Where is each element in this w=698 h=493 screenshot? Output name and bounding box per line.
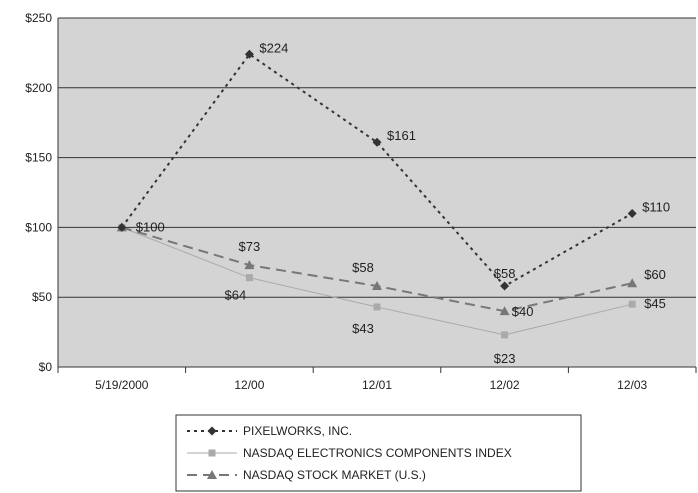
data-label: $100	[136, 219, 165, 234]
legend-label: NASDAQ ELECTRONICS COMPONENTS INDEX	[243, 446, 512, 460]
y-tick-label: $100	[25, 220, 52, 234]
data-label: $23	[494, 351, 516, 366]
plot-area	[58, 18, 696, 367]
series-markers	[116, 49, 638, 339]
data-label: $58	[494, 266, 516, 281]
y-tick-label: $200	[25, 81, 52, 95]
y-tick-label: $0	[39, 360, 53, 374]
data-label: $73	[239, 239, 261, 254]
x-tick-label: 12/03	[617, 378, 647, 392]
y-tick-label: $250	[25, 11, 52, 25]
legend-box	[175, 414, 582, 492]
legend-swatch-marker	[207, 426, 217, 436]
x-tick-label: 12/01	[362, 378, 392, 392]
series-line-pixelworks-inc	[120, 52, 633, 288]
x-axis-ticks: 5/19/2000 12/00 12/01 12/02 12/03	[57, 367, 697, 392]
x-tick-label: 12/02	[490, 378, 520, 392]
y-tick-label: $50	[32, 290, 52, 304]
data-point-marker	[245, 274, 253, 282]
data-label: $224	[259, 40, 288, 55]
x-tick-label: 12/00	[234, 378, 264, 392]
legend: PIXELWORKS, INC. NASDAQ ELECTRONICS COMPO…	[175, 414, 582, 492]
data-point-marker	[628, 300, 636, 308]
data-labels: $64 $43 $23 $45 $73 $58 $40 $60 $100 $224 $161 $58 $…	[136, 40, 670, 366]
data-point-marker	[627, 208, 637, 218]
data-label: $43	[352, 321, 374, 336]
data-point-marker	[244, 260, 255, 270]
data-point-marker	[500, 281, 510, 291]
data-point-marker	[373, 303, 381, 311]
data-label: $64	[225, 288, 247, 303]
y-tick-label: $150	[25, 151, 52, 165]
gridlines	[57, 17, 696, 368]
data-label: $161	[387, 128, 416, 143]
data-point-marker	[499, 306, 510, 316]
data-point-marker	[501, 331, 509, 339]
y-axis-ticks: $0 $50 $100 $150 $200 $250	[25, 11, 52, 374]
data-label: $110	[642, 199, 670, 214]
data-label: $58	[352, 260, 374, 275]
legend-label: PIXELWORKS, INC.	[243, 424, 352, 438]
data-point-marker	[372, 137, 382, 147]
data-point-marker	[627, 278, 638, 288]
data-point-marker	[117, 222, 127, 232]
legend-swatch-marker	[207, 470, 217, 479]
x-tick-label: 5/19/2000	[95, 378, 149, 392]
legend-label: NASDAQ STOCK MARKET (U.S.)	[243, 468, 426, 482]
data-label: $45	[644, 296, 666, 311]
legend-swatch-marker	[208, 449, 216, 457]
data-point-marker	[372, 281, 382, 291]
data-point-marker	[244, 49, 254, 59]
data-label: $40	[512, 304, 534, 319]
data-label: $60	[644, 267, 666, 282]
